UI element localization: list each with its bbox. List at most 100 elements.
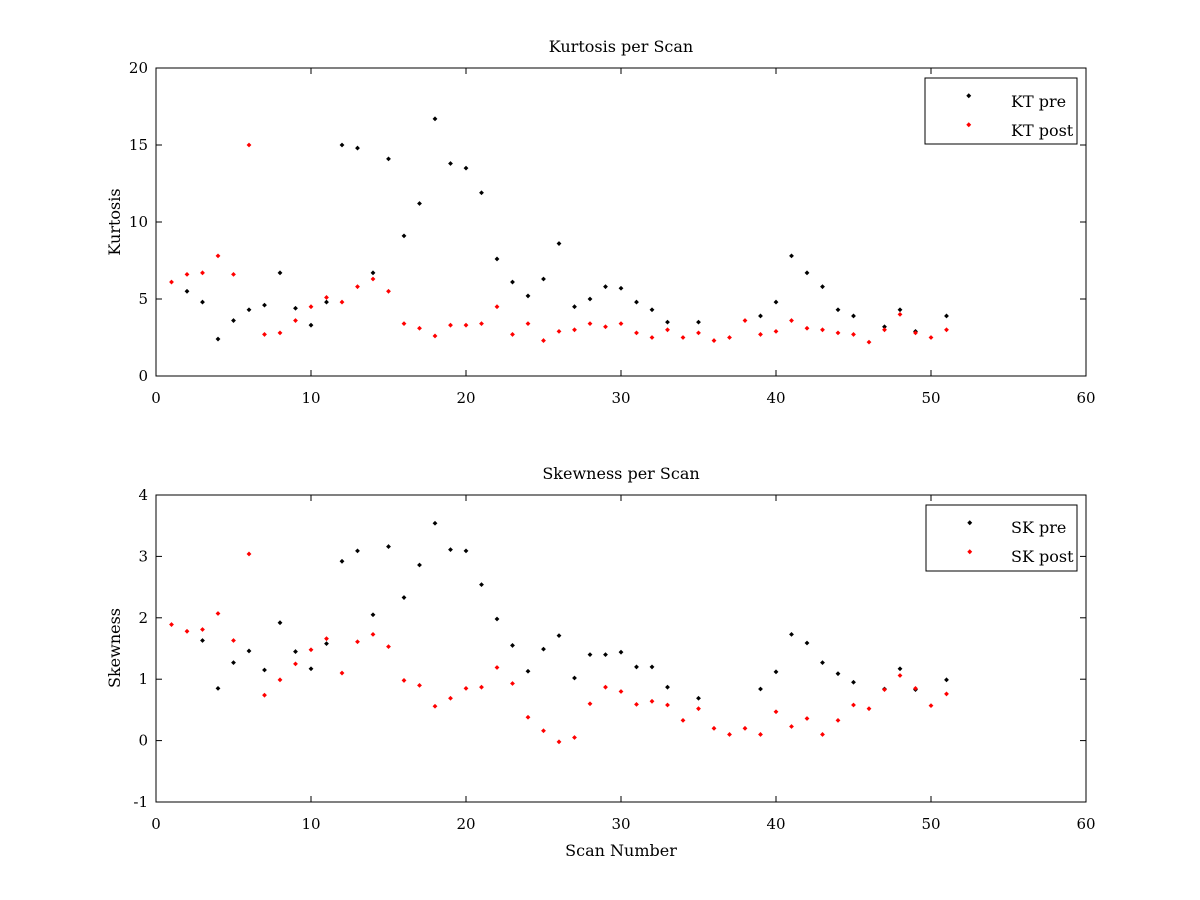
point-sk-post (215, 611, 221, 616)
point-kt-pre (417, 201, 422, 206)
point-sk-pre (200, 638, 205, 643)
point-kt-pre (649, 307, 655, 313)
point-kt-post (634, 330, 639, 336)
point-sk-post (479, 684, 484, 690)
point-kt-pre (634, 299, 639, 305)
kurtosis-xtick-label: 50 (921, 389, 940, 407)
point-sk-post (308, 647, 314, 653)
skewness-xtick-label: 10 (301, 815, 320, 833)
point-sk-post (711, 725, 717, 731)
skewness-subplot: Skewness per Scan Skewness Scan Number 0… (105, 464, 1096, 860)
point-sk-post (634, 701, 639, 707)
kurtosis-xtick-label: 20 (456, 389, 475, 407)
point-sk-pre (603, 652, 608, 658)
point-kt-post (494, 304, 500, 310)
point-kt-pre (820, 284, 825, 290)
point-kt-pre (277, 270, 283, 276)
point-sk-pre (541, 646, 546, 652)
point-kt-pre (355, 145, 360, 151)
point-sk-post (262, 692, 267, 698)
point-sk-pre (789, 631, 794, 637)
point-sk-post (618, 689, 624, 694)
point-kt-post (851, 332, 856, 337)
skewness-xtick-label: 60 (1076, 815, 1095, 833)
point-sk-pre (370, 612, 376, 618)
point-kt-post (897, 312, 903, 317)
point-kt-post (820, 327, 825, 333)
point-kt-pre (401, 233, 407, 239)
point-kt-pre (200, 299, 205, 305)
point-sk-pre (587, 652, 593, 658)
point-kt-pre (215, 336, 221, 342)
point-kt-post (913, 330, 918, 336)
point-kt-post (649, 335, 655, 340)
skewness-xtick-label: 0 (151, 815, 161, 833)
point-kt-post (882, 327, 887, 333)
point-kt-post (603, 324, 608, 330)
point-kt-post (773, 328, 779, 334)
point-kt-post (370, 276, 376, 282)
skewness-ytick-label: 1 (138, 670, 148, 688)
point-kt-pre (184, 288, 190, 294)
point-kt-post (432, 333, 438, 339)
point-kt-post (184, 271, 190, 277)
point-sk-post (649, 698, 655, 704)
point-sk-pre (494, 616, 500, 622)
skewness-ytick-label: -1 (133, 793, 148, 811)
point-kt-pre (386, 156, 391, 162)
point-kt-post (510, 332, 515, 337)
point-sk-pre (944, 677, 949, 683)
point-kt-pre (851, 313, 856, 319)
point-kt-pre (262, 302, 267, 308)
skewness-legend: SK pre SK post (925, 504, 1078, 572)
point-kt-post (727, 335, 732, 340)
point-sk-post (324, 636, 329, 642)
point-sk-post (680, 717, 686, 723)
legend-marker-kt-pre (966, 93, 972, 99)
point-sk-post (758, 732, 763, 737)
point-sk-pre (448, 547, 453, 553)
skewness-xtick-label: 20 (456, 815, 475, 833)
point-kt-pre (293, 305, 298, 311)
point-kt-post (665, 327, 670, 333)
point-sk-pre (618, 649, 624, 655)
point-kt-pre (572, 304, 577, 310)
point-kt-pre (789, 253, 794, 259)
point-sk-post (820, 732, 825, 737)
point-kt-post (231, 271, 236, 277)
point-sk-post (200, 627, 205, 632)
point-kt-pre (773, 299, 779, 305)
kurtosis-y-axis-label: Kurtosis (105, 188, 124, 255)
kurtosis-legend: KT pre KT post (924, 77, 1078, 145)
point-sk-post (541, 728, 546, 734)
point-kt-post (696, 330, 701, 336)
point-sk-post (386, 644, 391, 650)
point-kt-post (463, 322, 469, 328)
skewness-ytick-label: 0 (138, 732, 148, 750)
point-kt-post (479, 321, 484, 327)
point-sk-post (913, 686, 918, 691)
legend-marker-kt-post (966, 122, 972, 128)
point-sk-pre (835, 671, 841, 677)
point-kt-pre (587, 296, 593, 302)
skewness-xtick-label: 40 (766, 815, 785, 833)
point-kt-post (293, 318, 298, 323)
point-sk-post (835, 717, 841, 723)
point-sk-pre (401, 595, 407, 600)
point-kt-post (386, 288, 391, 294)
point-sk-post (882, 687, 887, 693)
point-kt-pre (882, 324, 887, 330)
point-sk-pre (665, 684, 670, 690)
point-sk-post (432, 703, 438, 709)
skewness-title: Skewness per Scan (542, 464, 699, 483)
point-kt-pre (556, 241, 562, 246)
point-kt-pre (758, 313, 763, 319)
point-sk-post (494, 665, 500, 670)
point-kt-post (789, 318, 794, 323)
point-sk-post (417, 682, 422, 688)
skewness-xtick-label: 30 (611, 815, 630, 833)
point-kt-pre (231, 318, 236, 323)
legend-label-sk-post: SK post (1011, 547, 1074, 566)
point-sk-pre (773, 669, 779, 675)
skewness-ytick-label: 3 (138, 547, 148, 565)
